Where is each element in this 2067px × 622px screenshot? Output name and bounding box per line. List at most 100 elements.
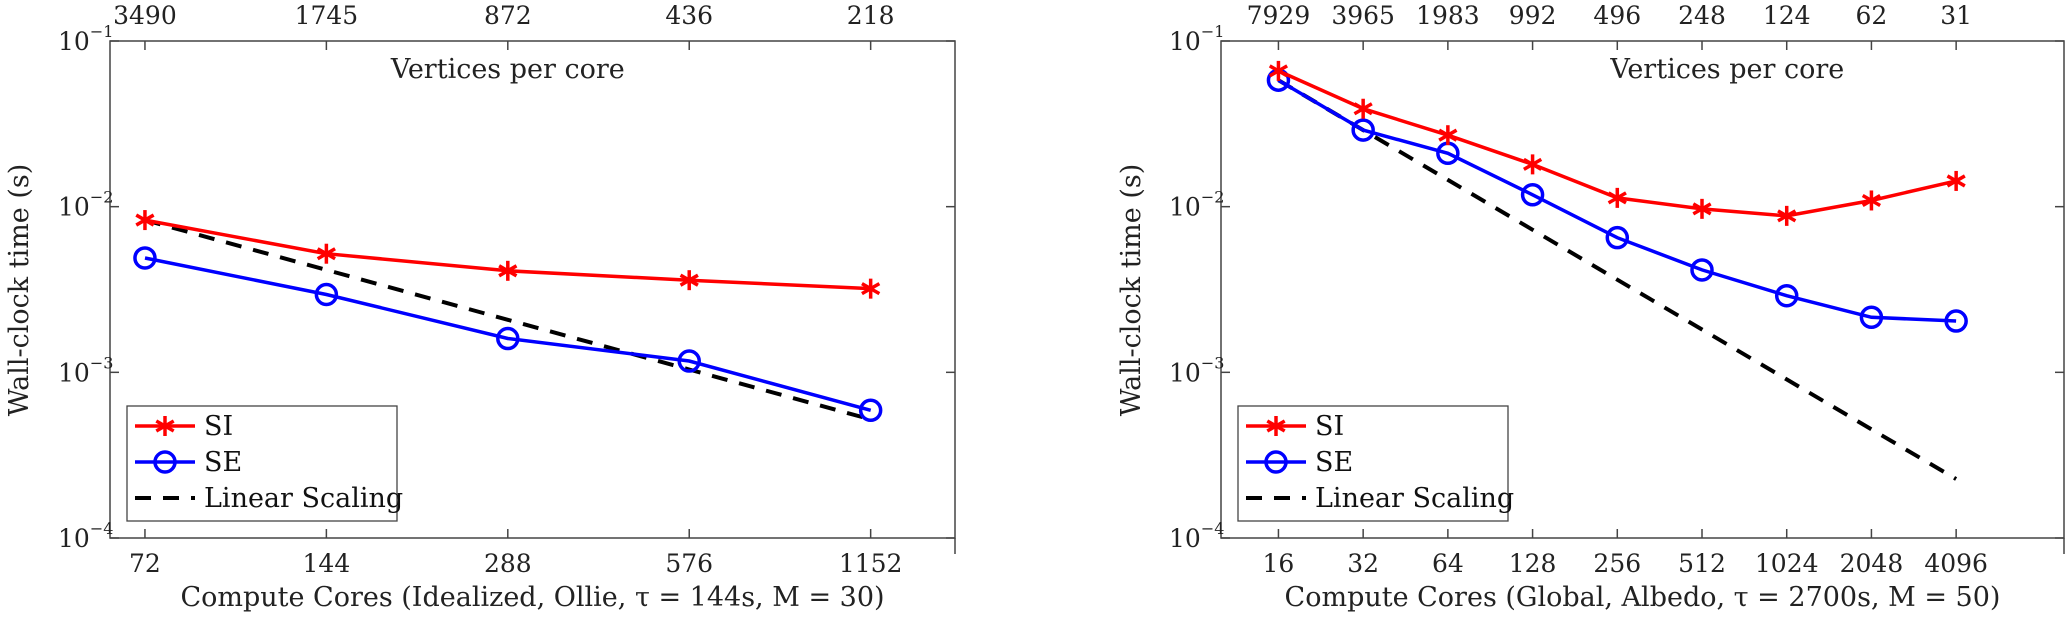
y-tick-exponent: −4	[90, 519, 114, 538]
circle-marker	[153, 450, 177, 474]
legend-label: SI	[204, 411, 233, 442]
top-tick-label: 3965	[1331, 1, 1395, 30]
top-tick-label: 872	[484, 1, 532, 30]
x-axis-label: Compute Cores (Global, Albedo, τ = 2700s…	[1285, 582, 2001, 613]
legend-label: SE	[1315, 447, 1353, 478]
legend: SI SE Linear Scaling	[126, 405, 403, 522]
y-tick-label: 10−4	[58, 519, 113, 553]
x-tick-label: 288	[484, 549, 532, 578]
x-tick-label: 4096	[1924, 549, 1988, 578]
x-tick-label: 1024	[1755, 549, 1819, 578]
top-tick-label: 3490	[113, 1, 177, 30]
top-tick-label: 62	[1856, 1, 1888, 30]
x-tick-label: 72	[129, 549, 161, 578]
circle-marker	[1774, 283, 1799, 308]
y-tick-exponent: −1	[90, 22, 114, 41]
circle-marker	[496, 326, 520, 351]
x-tick-label: 512	[1678, 549, 1726, 578]
legend-label: SE	[204, 447, 242, 478]
x-tick-label: 32	[1347, 549, 1379, 578]
asterisk-marker	[1607, 187, 1627, 208]
x-tick-label: 2048	[1840, 549, 1904, 578]
circle-marker	[1264, 450, 1288, 474]
top-tick-label: 7929	[1247, 1, 1311, 30]
y-tick-exponent: −2	[90, 188, 114, 207]
top-tick-label: 31	[1940, 1, 1972, 30]
x-tick-label: 1152	[839, 549, 903, 578]
x-tick-label: 128	[1509, 549, 1557, 578]
legend-item-si: SI	[1246, 411, 1344, 442]
y-tick-exponent: −2	[1201, 188, 1225, 207]
asterisk-marker	[1777, 205, 1797, 226]
y-tick-label: 10−2	[1169, 188, 1224, 222]
legend-item-se: SE	[135, 447, 242, 478]
chart-panel-2: 16 7929 32 3965 64 1983 128 992 256 496 512 248 1024…	[1116, 1, 2065, 613]
y-axis-label: Wall-clock time (s)	[1116, 164, 1147, 417]
top-tick-label: 1745	[295, 1, 359, 30]
legend-label: Linear Scaling	[1315, 483, 1514, 514]
legend-label: SI	[1315, 411, 1344, 442]
x-axis-label: Compute Cores (Idealized, Ollie, τ = 144…	[180, 582, 884, 613]
circle-marker	[314, 282, 339, 307]
series-line	[144, 218, 872, 422]
y-tick-label: 10−3	[1169, 353, 1224, 387]
asterisk-marker	[1861, 190, 1882, 211]
y-tick-label: 10−4	[1169, 519, 1224, 553]
y-tick-base: 10	[58, 358, 90, 387]
asterisk-marker	[1523, 154, 1543, 175]
y-tick-base: 10	[58, 27, 90, 56]
circle-marker	[1944, 309, 1968, 333]
y-tick-base: 10	[58, 524, 90, 553]
y-tick-exponent: −4	[1201, 519, 1225, 538]
asterisk-marker	[1353, 98, 1373, 119]
y-axis-label: Wall-clock time (s)	[4, 164, 35, 417]
top-tick-label: 496	[1593, 1, 1641, 30]
y-tick-exponent: −1	[1201, 22, 1225, 41]
y-tick-label: 10−2	[58, 188, 113, 222]
circle-marker	[858, 398, 883, 423]
y-tick-base: 10	[1169, 358, 1201, 387]
series-linear-scaling	[1277, 78, 1958, 481]
x-tick-label: 576	[665, 549, 713, 578]
top-tick-label: 248	[1678, 1, 1726, 30]
top-tick-label: 218	[847, 1, 895, 30]
circle-marker	[677, 349, 701, 373]
top-tick-label: 436	[665, 1, 713, 30]
series-si	[1268, 60, 1966, 226]
asterisk-marker	[1946, 170, 1966, 191]
legend-item-se: SE	[1246, 447, 1353, 478]
series-se	[1266, 68, 1968, 333]
asterisk-marker	[135, 210, 155, 231]
y-tick-base: 10	[1169, 27, 1201, 56]
y-tick-exponent: −3	[1201, 353, 1225, 372]
top-axis-label: Vertices per core	[390, 54, 625, 85]
asterisk-marker	[861, 278, 881, 299]
asterisk-marker	[155, 416, 175, 436]
asterisk-marker	[316, 243, 336, 264]
legend-item-si: SI	[135, 411, 233, 442]
top-tick-label: 1983	[1416, 1, 1480, 30]
x-tick-label: 144	[303, 549, 351, 578]
circle-marker	[1690, 258, 1714, 282]
legend-label: Linear Scaling	[204, 483, 403, 514]
y-tick-base: 10	[58, 193, 90, 222]
asterisk-marker	[1266, 416, 1286, 436]
series-line	[1277, 78, 1957, 323]
top-tick-label: 124	[1763, 1, 1811, 30]
x-tick-label: 64	[1432, 549, 1464, 578]
asterisk-marker	[1438, 125, 1458, 146]
circle-marker	[1351, 118, 1375, 142]
y-tick-label: 10−1	[58, 22, 113, 56]
chart-panel-1: 7234901441745288872576436115221810−110−2…	[4, 1, 956, 613]
series-line	[1277, 78, 1958, 481]
legend-item-linear-scaling: Linear Scaling	[1246, 483, 1514, 514]
legend: SI SE Linear Scaling	[1237, 405, 1514, 522]
series-se	[133, 246, 883, 423]
circle-marker	[133, 246, 157, 270]
y-tick-exponent: −3	[90, 353, 114, 372]
x-tick-label: 16	[1263, 549, 1295, 578]
y-tick-label: 10−3	[58, 353, 113, 387]
series-si	[135, 210, 881, 299]
circle-marker	[1520, 183, 1545, 207]
